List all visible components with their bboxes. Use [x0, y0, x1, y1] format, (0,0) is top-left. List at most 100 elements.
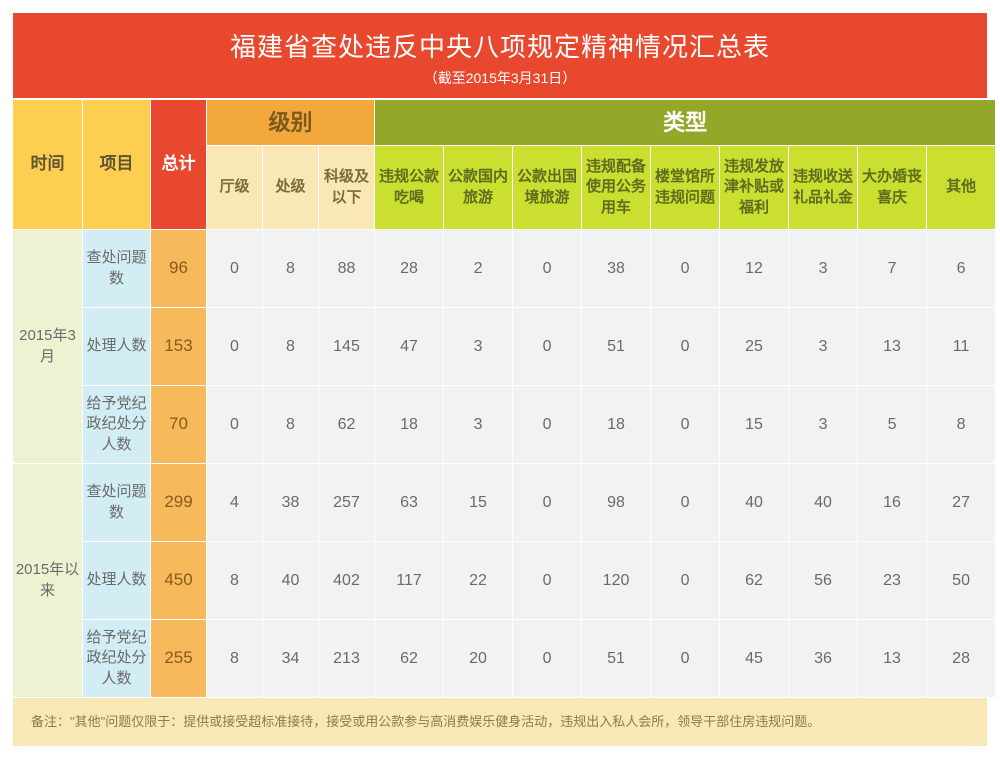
- data-cell: 213: [319, 620, 375, 698]
- data-cell: 62: [375, 620, 444, 698]
- total-cell: 299: [151, 464, 207, 542]
- item-cell: 查处问题数: [83, 230, 151, 308]
- col-type: 违规发放津补贴或福利: [720, 146, 789, 230]
- data-cell: 3: [444, 308, 513, 386]
- col-type: 公款出国境旅游: [513, 146, 582, 230]
- data-cell: 18: [582, 386, 651, 464]
- data-cell: 15: [444, 464, 513, 542]
- table-body: 2015年3月查处问题数960888282038012376处理人数153081…: [13, 230, 996, 698]
- data-cell: 15: [720, 386, 789, 464]
- period-cell: 2015年3月: [13, 230, 83, 464]
- data-cell: 3: [444, 386, 513, 464]
- data-cell: 11: [927, 308, 996, 386]
- item-cell: 给予党纪政纪处分人数: [83, 386, 151, 464]
- report-title: 福建省查处违反中央八项规定精神情况汇总表: [13, 27, 987, 64]
- data-cell: 25: [720, 308, 789, 386]
- data-cell: 0: [207, 230, 263, 308]
- data-cell: 0: [207, 386, 263, 464]
- table-row: 处理人数1530814547305102531311: [13, 308, 996, 386]
- data-cell: 402: [319, 542, 375, 620]
- table-header: 时间 项目 总计 级别 类型 厅级 处级 科级及以下 违规公款吃喝 公款国内旅游…: [13, 100, 996, 230]
- data-cell: 38: [263, 464, 319, 542]
- item-cell: 查处问题数: [83, 464, 151, 542]
- data-cell: 8: [207, 620, 263, 698]
- table-row: 2015年以来查处问题数2994382576315098040401627: [13, 464, 996, 542]
- data-cell: 0: [513, 620, 582, 698]
- data-cell: 0: [513, 464, 582, 542]
- data-cell: 0: [651, 386, 720, 464]
- col-group-type: 类型: [375, 100, 996, 146]
- col-type: 楼堂馆所违规问题: [651, 146, 720, 230]
- col-item: 项目: [83, 100, 151, 230]
- data-cell: 2: [444, 230, 513, 308]
- table-row: 2015年3月查处问题数960888282038012376: [13, 230, 996, 308]
- col-level: 厅级: [207, 146, 263, 230]
- data-cell: 7: [858, 230, 927, 308]
- data-cell: 13: [858, 620, 927, 698]
- data-cell: 40: [720, 464, 789, 542]
- data-cell: 63: [375, 464, 444, 542]
- item-cell: 处理人数: [83, 308, 151, 386]
- data-cell: 62: [720, 542, 789, 620]
- col-type: 公款国内旅游: [444, 146, 513, 230]
- col-level: 科级及以下: [319, 146, 375, 230]
- total-cell: 70: [151, 386, 207, 464]
- report-subtitle: （截至2015年3月31日）: [13, 68, 987, 88]
- data-cell: 3: [789, 230, 858, 308]
- data-cell: 13: [858, 308, 927, 386]
- data-cell: 0: [651, 464, 720, 542]
- data-cell: 8: [263, 386, 319, 464]
- total-cell: 153: [151, 308, 207, 386]
- table-row: 给予党纪政纪处分人数2558342136220051045361328: [13, 620, 996, 698]
- col-type: 其他: [927, 146, 996, 230]
- data-cell: 98: [582, 464, 651, 542]
- table-row: 给予党纪政纪处分人数700862183018015358: [13, 386, 996, 464]
- data-cell: 0: [207, 308, 263, 386]
- data-cell: 145: [319, 308, 375, 386]
- data-cell: 56: [789, 542, 858, 620]
- data-cell: 38: [582, 230, 651, 308]
- data-cell: 62: [319, 386, 375, 464]
- data-cell: 0: [513, 386, 582, 464]
- data-cell: 3: [789, 308, 858, 386]
- data-cell: 3: [789, 386, 858, 464]
- data-cell: 27: [927, 464, 996, 542]
- data-cell: 12: [720, 230, 789, 308]
- data-cell: 16: [858, 464, 927, 542]
- data-cell: 28: [927, 620, 996, 698]
- item-cell: 处理人数: [83, 542, 151, 620]
- data-cell: 47: [375, 308, 444, 386]
- data-cell: 28: [375, 230, 444, 308]
- footnote: 备注："其他"问题仅限于：提供或接受超标准接待，接受或用公款参与高消费娱乐健身活…: [12, 698, 988, 747]
- data-cell: 50: [927, 542, 996, 620]
- col-level: 处级: [263, 146, 319, 230]
- data-cell: 0: [513, 308, 582, 386]
- total-cell: 96: [151, 230, 207, 308]
- data-cell: 45: [720, 620, 789, 698]
- data-cell: 20: [444, 620, 513, 698]
- data-cell: 36: [789, 620, 858, 698]
- period-cell: 2015年以来: [13, 464, 83, 698]
- data-cell: 8: [207, 542, 263, 620]
- summary-table: 时间 项目 总计 级别 类型 厅级 处级 科级及以下 违规公款吃喝 公款国内旅游…: [12, 99, 996, 698]
- data-cell: 23: [858, 542, 927, 620]
- data-cell: 5: [858, 386, 927, 464]
- data-cell: 0: [651, 308, 720, 386]
- col-time: 时间: [13, 100, 83, 230]
- col-group-level: 级别: [207, 100, 375, 146]
- data-cell: 0: [651, 620, 720, 698]
- report-header: 福建省查处违反中央八项规定精神情况汇总表 （截至2015年3月31日）: [12, 12, 988, 99]
- table-row: 处理人数450840402117220120062562350: [13, 542, 996, 620]
- data-cell: 8: [927, 386, 996, 464]
- data-cell: 120: [582, 542, 651, 620]
- data-cell: 51: [582, 620, 651, 698]
- total-cell: 255: [151, 620, 207, 698]
- data-cell: 0: [651, 542, 720, 620]
- data-cell: 257: [319, 464, 375, 542]
- data-cell: 8: [263, 230, 319, 308]
- data-cell: 18: [375, 386, 444, 464]
- col-type: 违规配备使用公务用车: [582, 146, 651, 230]
- data-cell: 40: [263, 542, 319, 620]
- data-cell: 6: [927, 230, 996, 308]
- data-cell: 22: [444, 542, 513, 620]
